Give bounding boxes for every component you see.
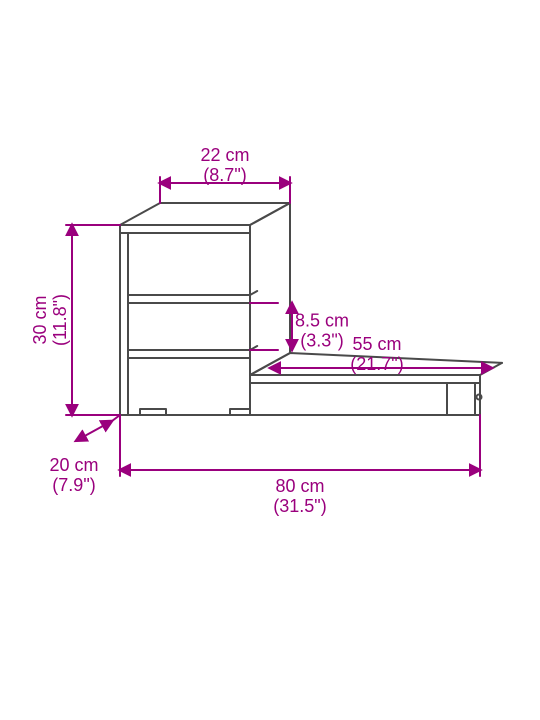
dim-top-width-in: (8.7")	[203, 165, 246, 185]
dim-shelf-width: 55 cm(21.7")	[350, 334, 403, 374]
dim-total-width: 80 cm(31.5")	[273, 476, 326, 516]
dim-shelf-height-in: (3.3")	[300, 331, 343, 351]
dimension-diagram: 22 cm(8.7") 30 cm(11.8") 20 cm(7.9") 8.5 cm…	[0, 0, 540, 720]
dim-depth-in: (7.9")	[52, 475, 95, 495]
dimension-arrows	[66, 177, 492, 476]
dim-height: 30 cm(11.8")	[30, 294, 70, 346]
dim-shelf-height: 8.5 cm(3.3")	[295, 311, 349, 351]
dim-top-width-cm: 22 cm	[200, 145, 249, 165]
dim-height-in: (11.8")	[50, 294, 70, 346]
dim-depth: 20 cm(7.9")	[49, 455, 98, 495]
dim-shelf-height-cm: 8.5 cm	[295, 311, 349, 331]
dim-total-width-cm: 80 cm	[275, 476, 324, 496]
dim-top-width: 22 cm(8.7")	[200, 145, 249, 185]
dim-shelf-width-cm: 55 cm	[352, 334, 401, 354]
dim-depth-cm: 20 cm	[49, 455, 98, 475]
furniture-outline	[120, 203, 502, 415]
dim-shelf-width-in: (21.7")	[350, 354, 403, 374]
dim-total-width-in: (31.5")	[273, 496, 326, 516]
dimension-labels: 22 cm(8.7") 30 cm(11.8") 20 cm(7.9") 8.5 cm…	[30, 145, 404, 516]
dim-height-cm: 30 cm	[30, 295, 50, 344]
